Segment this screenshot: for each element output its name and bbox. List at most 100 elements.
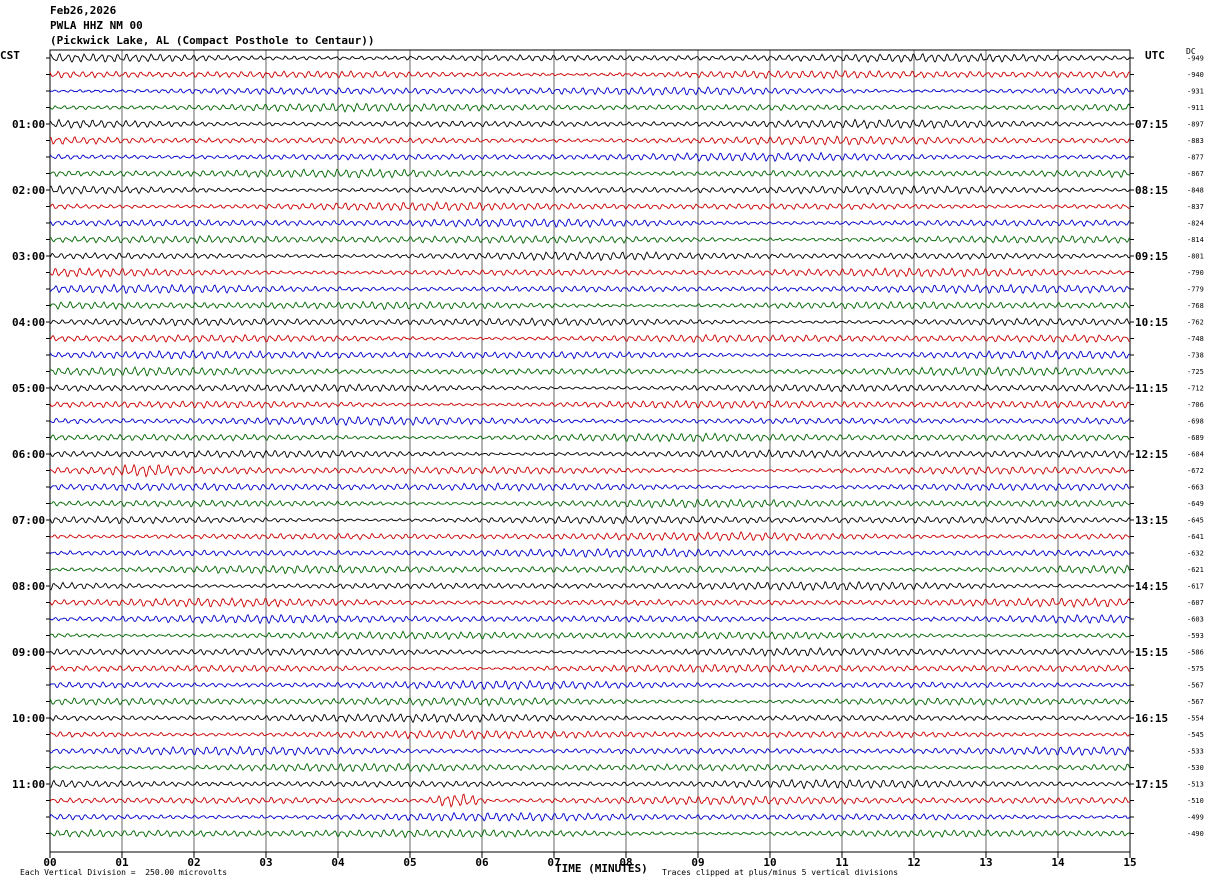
dc-offset-label: -911 [1187,104,1204,112]
dc-offset-label: -801 [1187,253,1204,261]
utc-hour-label: 10:15 [1135,316,1168,329]
cst-hour-label: 11:00 [12,778,45,791]
dc-offset-label: -748 [1187,335,1204,343]
utc-hour-label: 11:15 [1135,382,1168,395]
x-tick-label: 09 [691,856,704,869]
dc-offset-label: -510 [1187,797,1204,805]
dc-offset-label: -545 [1187,731,1204,739]
dc-offset-label: -949 [1187,55,1204,63]
x-tick-label: 05 [403,856,416,869]
utc-hour-label: 08:15 [1135,184,1168,197]
trace-line [49,135,1131,146]
dc-offset-label: -530 [1187,764,1204,772]
header-location: (Pickwick Lake, AL (Compact Posthole to … [50,34,375,47]
trace-line [49,317,1131,327]
cst-hour-label: 10:00 [12,712,45,725]
trace-line [49,646,1131,657]
x-axis-title: TIME (MINUTES) [555,862,648,875]
dc-offset-label: -779 [1187,286,1204,294]
dc-offset-label: -621 [1187,566,1204,574]
trace-line [49,762,1131,773]
trace-line [49,415,1131,427]
dc-offset-label: -848 [1187,187,1204,195]
trace-line [49,498,1131,509]
dc-offset-label: -768 [1187,302,1204,310]
scale-note: Each Vertical Division = 250.00 microvol… [20,868,228,877]
trace-line [49,564,1131,575]
cst-hour-label: 07:00 [12,514,45,527]
trace-line [49,793,1131,808]
utc-hour-label: 13:15 [1135,514,1168,527]
dc-offset-label: -499 [1187,814,1204,822]
dc-offset-label: -672 [1187,467,1204,475]
x-tick-label: 10 [763,856,776,869]
dc-offset-label: -725 [1187,368,1204,376]
utc-hour-label: 09:15 [1135,250,1168,263]
cst-hour-label: 02:00 [12,184,45,197]
dc-offset-label: -706 [1187,401,1204,409]
dc-offset-label: -490 [1187,830,1204,838]
trace-line [49,151,1131,163]
trace-line [49,102,1131,113]
x-tick-label: 13 [979,856,992,869]
trace-line [49,547,1131,558]
trace-line [49,432,1131,443]
cst-hour-label: 04:00 [12,316,45,329]
utc-hour-label: 17:15 [1135,778,1168,791]
trace-line [49,778,1131,790]
trace-line [49,52,1131,64]
dc-label: DC [1186,47,1196,56]
utc-hour-label: 16:15 [1135,712,1168,725]
dc-offset-label: -603 [1187,616,1204,624]
dc-offset-label: -897 [1187,121,1204,129]
x-tick-label: 02 [187,856,200,869]
trace-line [49,366,1131,377]
utc-hour-label: 07:15 [1135,118,1168,131]
dc-offset-label: -824 [1187,220,1204,228]
trace-line [49,234,1131,245]
cst-hour-label: 08:00 [12,580,45,593]
dc-offset-label: -940 [1187,71,1204,79]
trace-line [49,300,1131,311]
trace-line [49,745,1131,757]
dc-offset-label: -513 [1187,781,1204,789]
trace-line [49,630,1131,641]
cst-hour-label: 09:00 [12,646,45,659]
dc-offset-label: -641 [1187,533,1204,541]
trace-line [49,218,1131,229]
dc-offset-label: -586 [1187,649,1204,657]
utc-hour-label: 12:15 [1135,448,1168,461]
trace-line [49,349,1131,361]
trace-line [49,463,1131,478]
cst-hour-label: 06:00 [12,448,45,461]
trace-line [49,201,1131,212]
dc-offset-label: -712 [1187,385,1204,393]
x-tick-label: 06 [475,856,489,869]
x-tick-label: 03 [259,856,272,869]
x-tick-label: 00 [43,856,56,869]
dc-offset-label: -867 [1187,170,1204,178]
dc-offset-label: -593 [1187,632,1204,640]
dc-offset-label: -762 [1187,319,1204,327]
x-tick-label: 08 [619,856,632,869]
trace-line [49,531,1131,542]
trace-line [49,449,1131,459]
dc-offset-label: -877 [1187,154,1204,162]
trace-line [49,679,1131,691]
right-zone-label: UTC [1145,49,1165,62]
trace-line [49,251,1131,262]
trace-line [49,828,1131,839]
trace-line [49,597,1131,609]
trace-line [49,184,1131,196]
dc-offset-label: -567 [1187,682,1204,690]
trace-line [49,482,1131,492]
trace-line [49,696,1131,707]
x-tick-label: 14 [1051,856,1065,869]
dc-offset-label: -554 [1187,715,1204,723]
dc-offset-label: -575 [1187,665,1204,673]
dc-offset-label: -663 [1187,484,1204,492]
dc-offset-label: -738 [1187,352,1204,360]
trace-line [49,713,1131,724]
cst-hour-label: 05:00 [12,382,45,395]
trace-line [49,383,1131,393]
